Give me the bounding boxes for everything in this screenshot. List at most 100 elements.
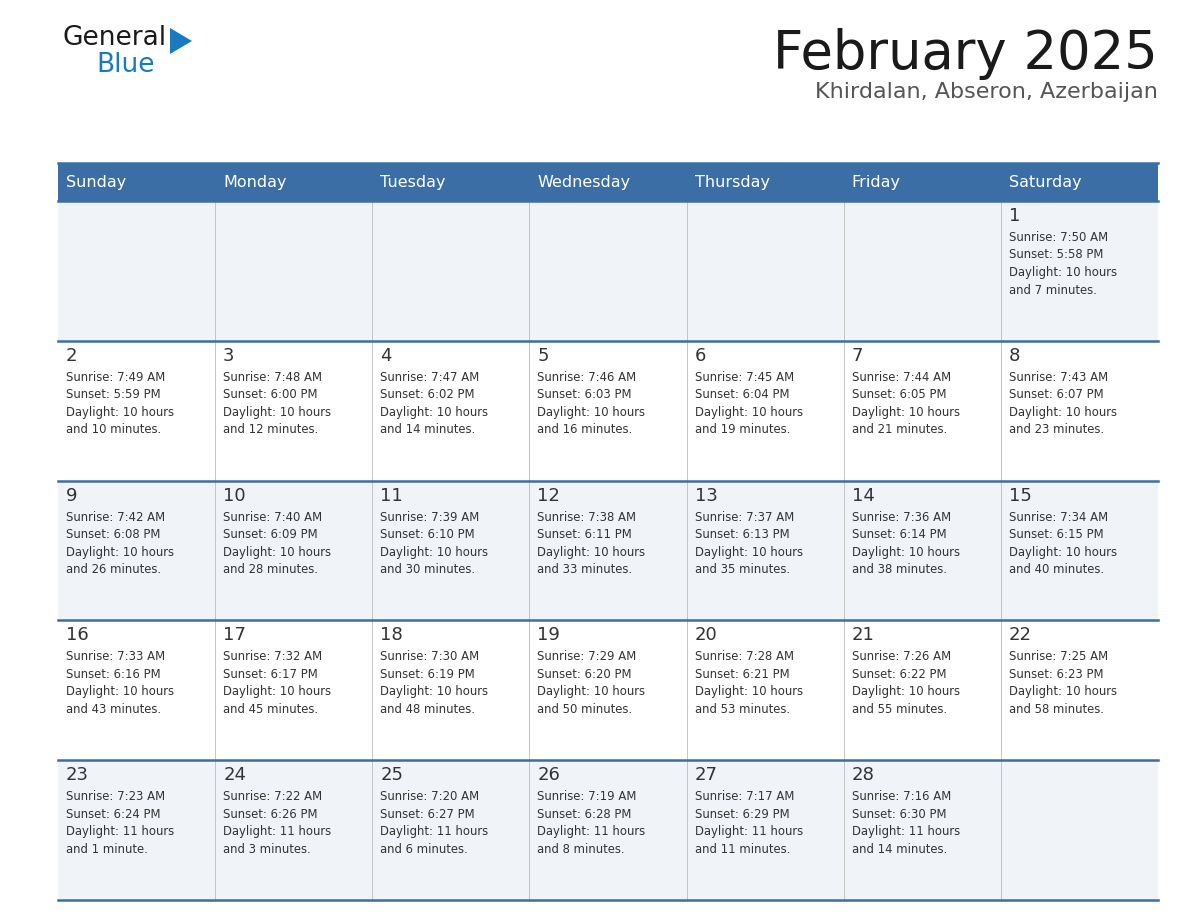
Text: Sunset: 6:20 PM: Sunset: 6:20 PM [537,668,632,681]
Text: and 55 minutes.: and 55 minutes. [852,703,947,716]
Text: Daylight: 10 hours: Daylight: 10 hours [852,406,960,419]
Text: Daylight: 10 hours: Daylight: 10 hours [695,406,803,419]
Text: Sunrise: 7:42 AM: Sunrise: 7:42 AM [67,510,165,523]
Text: Sunrise: 7:40 AM: Sunrise: 7:40 AM [223,510,322,523]
Text: Sunset: 6:09 PM: Sunset: 6:09 PM [223,528,317,541]
Text: Thursday: Thursday [695,174,770,189]
Text: Sunset: 6:08 PM: Sunset: 6:08 PM [67,528,160,541]
Text: 15: 15 [1009,487,1031,505]
Text: Sunrise: 7:43 AM: Sunrise: 7:43 AM [1009,371,1108,384]
Text: 1: 1 [1009,207,1020,225]
Text: Daylight: 10 hours: Daylight: 10 hours [852,686,960,699]
Text: and 12 minutes.: and 12 minutes. [223,423,318,436]
Text: Sunrise: 7:50 AM: Sunrise: 7:50 AM [1009,231,1108,244]
Text: Sunset: 6:23 PM: Sunset: 6:23 PM [1009,668,1104,681]
Text: Sunset: 6:04 PM: Sunset: 6:04 PM [695,388,789,401]
Text: and 14 minutes.: and 14 minutes. [380,423,475,436]
Text: Sunrise: 7:29 AM: Sunrise: 7:29 AM [537,650,637,664]
Text: Daylight: 10 hours: Daylight: 10 hours [537,545,645,558]
Text: and 58 minutes.: and 58 minutes. [1009,703,1104,716]
Text: 13: 13 [695,487,718,505]
Text: Daylight: 11 hours: Daylight: 11 hours [537,825,645,838]
Text: Sunset: 6:13 PM: Sunset: 6:13 PM [695,528,789,541]
Text: Khirdalan, Abseron, Azerbaijan: Khirdalan, Abseron, Azerbaijan [815,82,1158,102]
Text: 20: 20 [695,626,718,644]
Text: 25: 25 [380,767,403,784]
Text: Tuesday: Tuesday [380,174,446,189]
Text: Sunrise: 7:34 AM: Sunrise: 7:34 AM [1009,510,1108,523]
Text: Monday: Monday [223,174,286,189]
Text: Daylight: 10 hours: Daylight: 10 hours [1009,686,1117,699]
Text: Daylight: 10 hours: Daylight: 10 hours [1009,266,1117,279]
Text: 16: 16 [67,626,89,644]
Text: and 26 minutes.: and 26 minutes. [67,563,162,577]
Text: and 8 minutes.: and 8 minutes. [537,843,625,856]
Text: Daylight: 10 hours: Daylight: 10 hours [695,686,803,699]
Text: 12: 12 [537,487,561,505]
Text: and 16 minutes.: and 16 minutes. [537,423,633,436]
Text: Daylight: 10 hours: Daylight: 10 hours [537,686,645,699]
Text: Daylight: 10 hours: Daylight: 10 hours [380,406,488,419]
Text: and 6 minutes.: and 6 minutes. [380,843,468,856]
Text: and 45 minutes.: and 45 minutes. [223,703,318,716]
Text: Sunrise: 7:44 AM: Sunrise: 7:44 AM [852,371,950,384]
Text: Daylight: 10 hours: Daylight: 10 hours [695,545,803,558]
Text: 14: 14 [852,487,874,505]
Text: Sunset: 6:14 PM: Sunset: 6:14 PM [852,528,947,541]
Text: Sunrise: 7:49 AM: Sunrise: 7:49 AM [67,371,165,384]
Text: and 1 minute.: and 1 minute. [67,843,147,856]
Text: Sunset: 6:16 PM: Sunset: 6:16 PM [67,668,160,681]
Text: Sunset: 6:05 PM: Sunset: 6:05 PM [852,388,946,401]
Bar [58,341,1158,481]
Text: 23: 23 [67,767,89,784]
Text: Sunrise: 7:22 AM: Sunrise: 7:22 AM [223,790,322,803]
Bar [215,163,372,201]
Bar [843,163,1000,201]
Text: Daylight: 10 hours: Daylight: 10 hours [1009,545,1117,558]
Text: and 3 minutes.: and 3 minutes. [223,843,311,856]
Text: Sunrise: 7:28 AM: Sunrise: 7:28 AM [695,650,794,664]
Bar [58,201,1158,341]
Bar [58,481,1158,621]
Text: Daylight: 11 hours: Daylight: 11 hours [67,825,175,838]
Text: and 48 minutes.: and 48 minutes. [380,703,475,716]
Text: and 19 minutes.: and 19 minutes. [695,423,790,436]
Bar [58,621,1158,760]
Text: 8: 8 [1009,347,1020,364]
Text: Sunrise: 7:16 AM: Sunrise: 7:16 AM [852,790,950,803]
Text: Sunrise: 7:47 AM: Sunrise: 7:47 AM [380,371,480,384]
Text: and 40 minutes.: and 40 minutes. [1009,563,1104,577]
Text: and 14 minutes.: and 14 minutes. [852,843,947,856]
Text: and 30 minutes.: and 30 minutes. [380,563,475,577]
Text: 4: 4 [380,347,392,364]
Text: Daylight: 10 hours: Daylight: 10 hours [852,545,960,558]
Bar [372,163,530,201]
Text: Sunrise: 7:38 AM: Sunrise: 7:38 AM [537,510,637,523]
Bar [687,163,843,201]
Text: Sunrise: 7:26 AM: Sunrise: 7:26 AM [852,650,950,664]
Text: Sunset: 6:19 PM: Sunset: 6:19 PM [380,668,475,681]
Text: Sunset: 6:10 PM: Sunset: 6:10 PM [380,528,475,541]
Text: and 35 minutes.: and 35 minutes. [695,563,790,577]
Bar [1000,163,1158,201]
Text: Sunset: 6:21 PM: Sunset: 6:21 PM [695,668,789,681]
Text: Sunrise: 7:46 AM: Sunrise: 7:46 AM [537,371,637,384]
Text: Sunset: 6:00 PM: Sunset: 6:00 PM [223,388,317,401]
Text: Sunset: 6:02 PM: Sunset: 6:02 PM [380,388,475,401]
Bar [58,163,215,201]
Text: Sunrise: 7:19 AM: Sunrise: 7:19 AM [537,790,637,803]
Bar [530,163,687,201]
Text: Sunrise: 7:23 AM: Sunrise: 7:23 AM [67,790,165,803]
Text: Sunrise: 7:37 AM: Sunrise: 7:37 AM [695,510,794,523]
Text: Daylight: 10 hours: Daylight: 10 hours [1009,406,1117,419]
Text: Sunrise: 7:36 AM: Sunrise: 7:36 AM [852,510,950,523]
Text: 19: 19 [537,626,561,644]
Text: Sunset: 5:58 PM: Sunset: 5:58 PM [1009,249,1104,262]
Polygon shape [170,28,192,54]
Text: Sunset: 6:15 PM: Sunset: 6:15 PM [1009,528,1104,541]
Text: Sunrise: 7:32 AM: Sunrise: 7:32 AM [223,650,322,664]
Text: Sunrise: 7:25 AM: Sunrise: 7:25 AM [1009,650,1108,664]
Text: and 21 minutes.: and 21 minutes. [852,423,947,436]
Text: Daylight: 10 hours: Daylight: 10 hours [380,545,488,558]
Text: and 33 minutes.: and 33 minutes. [537,563,632,577]
